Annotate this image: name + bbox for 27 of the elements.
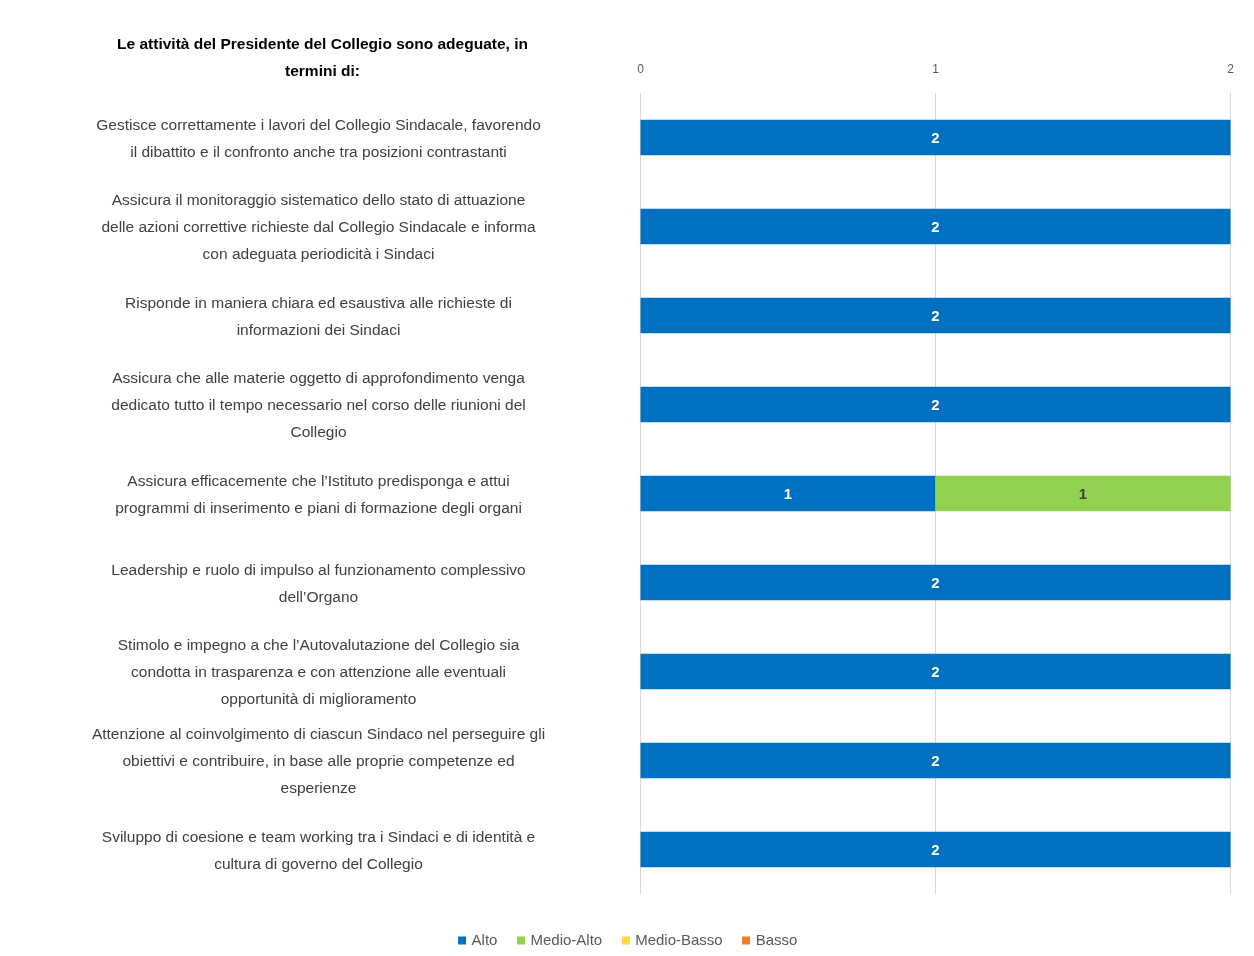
x-tick-label: 0 (637, 62, 645, 76)
y-tick-label: Attenzione al coinvolgimento di ciascun Sindaco nel perseguire gli obiettivi e contribuire, in base alle proprie competenze ed esperienze (91, 725, 546, 796)
legend-label: Medio-Basso (635, 931, 723, 948)
x-tick-label: 2 (1227, 62, 1235, 76)
legend-label: Medio-Alto (530, 931, 603, 948)
y-tick-label: Risponde in maniera chiara ed esaustiva alle richieste di informazioni dei Sindaci (125, 293, 512, 338)
data-label: 2 (931, 217, 940, 235)
y-tick-label: Leadership e ruolo di impulso al funzionamento complessivo dell’Organo (111, 560, 526, 605)
data-label: 1 (783, 484, 793, 502)
x-tick-label: 1 (932, 62, 940, 76)
data-label: 1 (1078, 484, 1088, 502)
text: Le attività del Presidente del Collegio sono adeguate, in termini di: (117, 35, 528, 79)
data-label: 2 (931, 662, 940, 680)
data-label: 2 (931, 751, 940, 769)
data-label: 2 (931, 840, 940, 858)
y-tick-label: Sviluppo di coesione e team working tra i Sindaci e di identità e cultura di governo del Collegio (101, 827, 536, 872)
y-tick-label: Gestisce correttamente i lavori del Collegio Sindacale, favorendo il dibattito e il confronto anche tra posizioni contrastanti (96, 115, 541, 160)
y-tick-label: Stimolo e impegno a che l’Autovalutazione del Collegio sia condotta in trasparenza e con attenzione alle eventuali opportunità di miglioramento (117, 636, 520, 707)
y-tick-label: Assicura che alle materie oggetto di approfondimento venga dedicato tutto il tempo necessario nel corso delle riunioni del Collegio (111, 369, 526, 440)
y-tick-label: Assicura efficacemente che l’Istituto predisponga e attui programmi di inserimento e piani di formazione degli organi (115, 471, 522, 516)
legend-label: Alto (471, 931, 498, 948)
data-label: 2 (931, 306, 940, 324)
legend-label: Basso (755, 931, 798, 948)
data-label: 2 (931, 573, 940, 591)
y-tick-label: Assicura il monitoraggio sistematico dello stato di attuazione delle azioni correttive richieste dal Collegio Sindacale e informa con adeguata periodicità i Sindaci (101, 191, 536, 262)
data-label: 2 (931, 128, 940, 146)
data-label: 2 (931, 395, 940, 413)
